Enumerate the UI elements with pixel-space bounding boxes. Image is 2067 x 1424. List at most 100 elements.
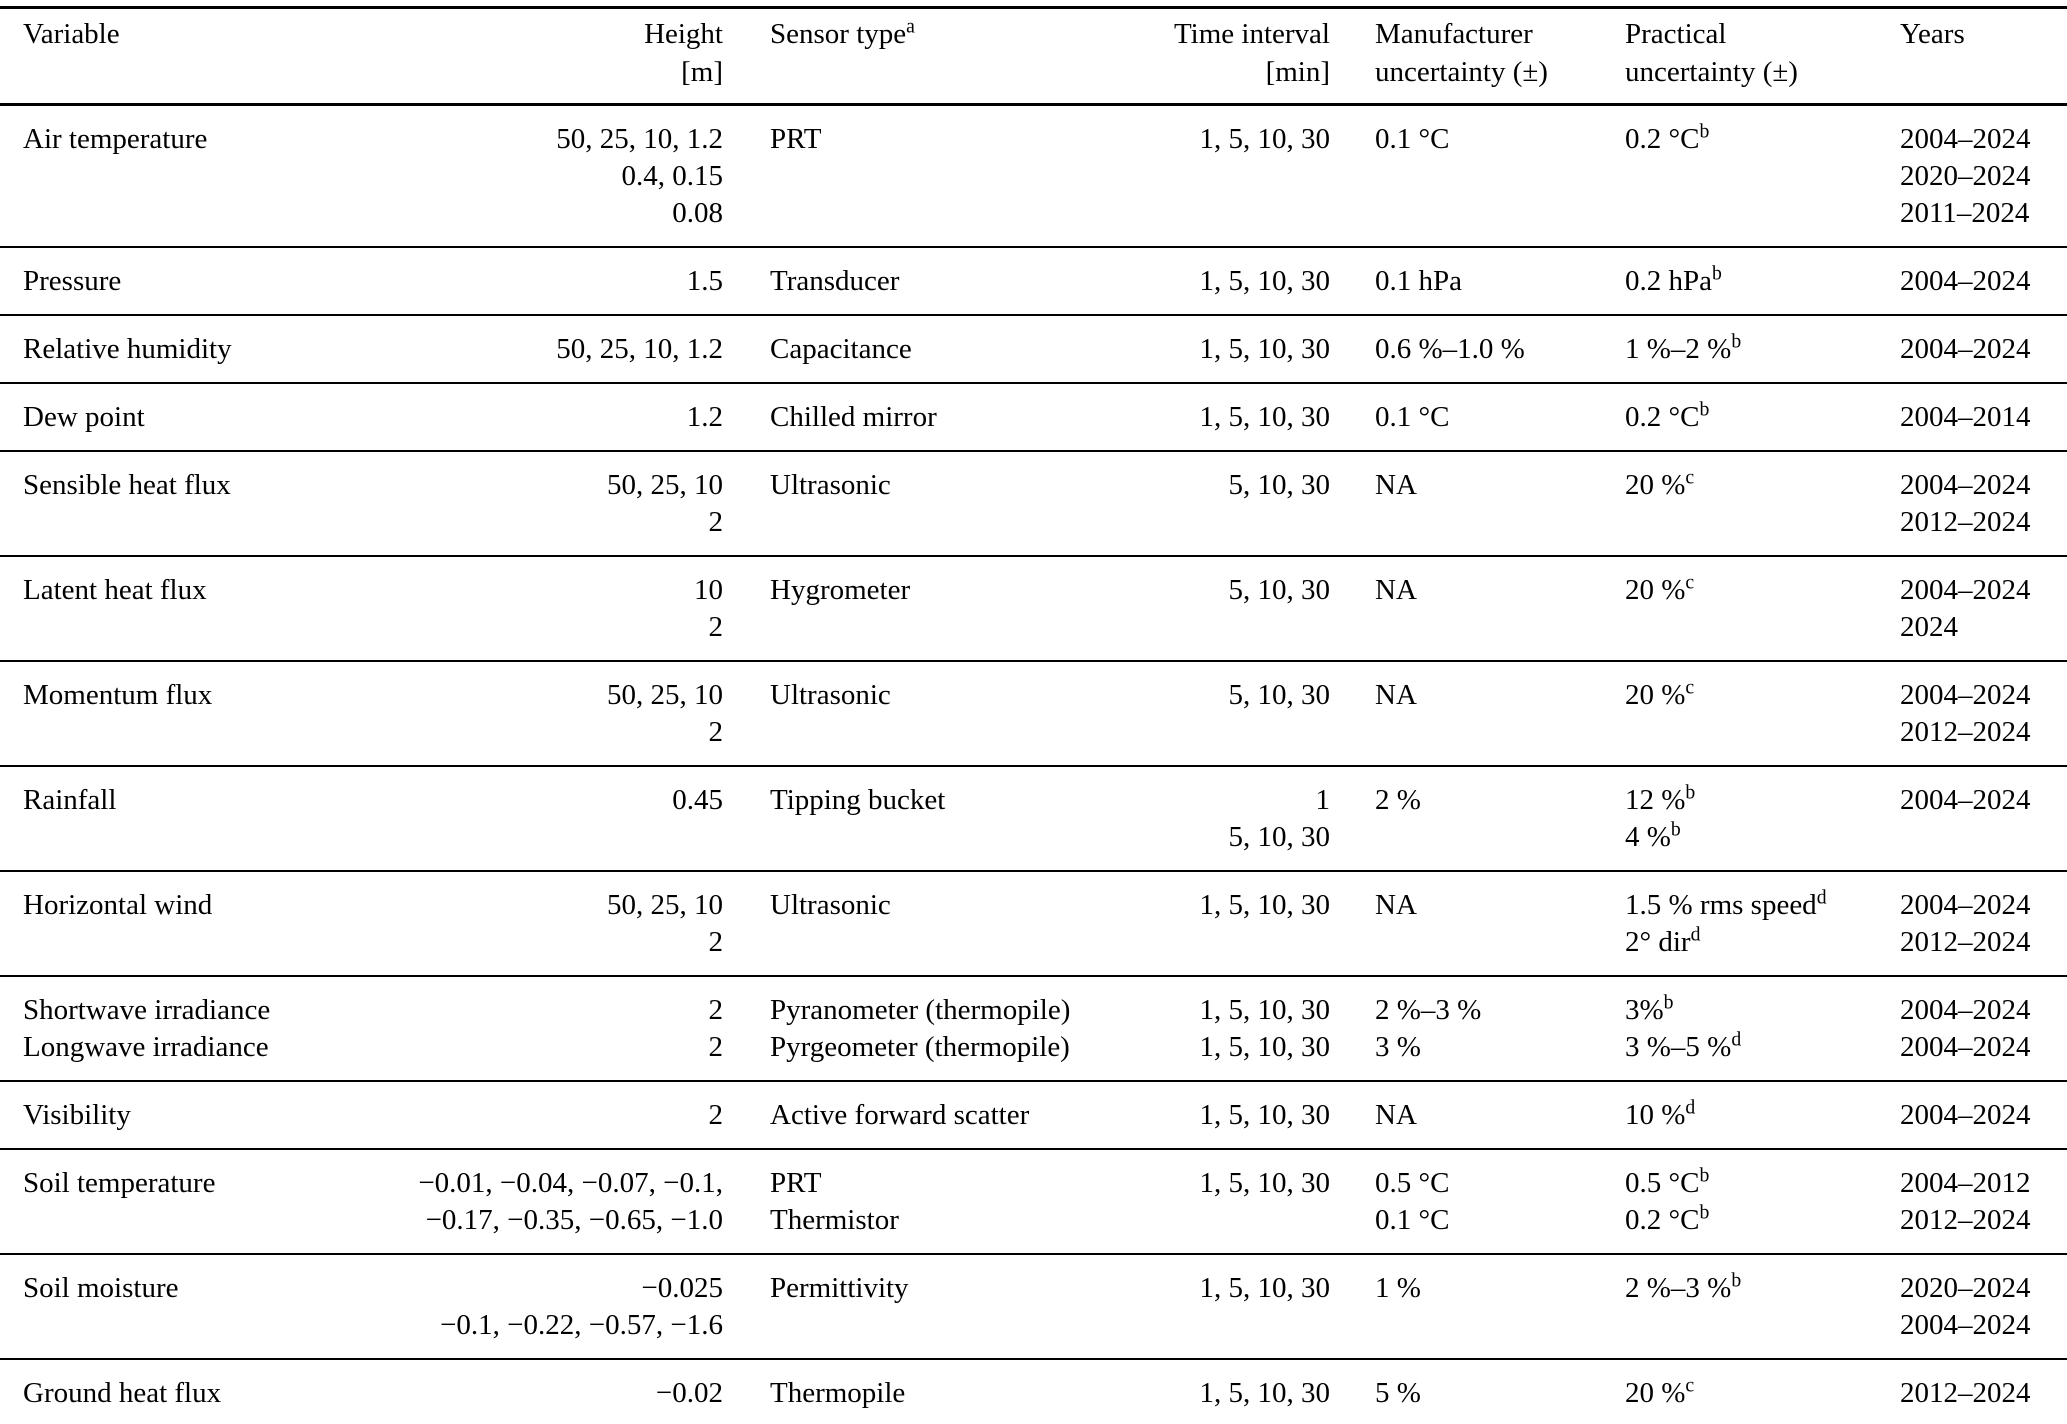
- cell-height: 2: [380, 1081, 725, 1149]
- cell-line: 2: [708, 506, 724, 538]
- cell-interval: 5, 10, 30: [1160, 556, 1332, 661]
- cell-line: Pyrgeometer (thermopile): [770, 1031, 1070, 1063]
- cell-practical: 10 %d: [1625, 1081, 1900, 1149]
- footnote-marker: b: [1699, 1164, 1710, 1187]
- cell-years: 2012–2024: [1900, 1359, 2067, 1424]
- cell-line: 1 %: [1375, 1272, 1421, 1304]
- cell-years: 2004–2024 2020–2024 2011–2024: [1900, 105, 2067, 248]
- cell-line: 2004–2024: [1900, 1031, 2031, 1063]
- cell-line: 50, 25, 10: [607, 679, 723, 711]
- cell-manufacturer: NA: [1332, 661, 1625, 766]
- cell-sensor: Tipping bucket: [725, 766, 1160, 871]
- cell-text: 0.5 °C: [1625, 1167, 1700, 1199]
- cell-line: 2004–2024: [1900, 679, 2031, 711]
- column-header-sensor: Sensor typea: [725, 8, 1160, 105]
- cell-manufacturer: 0.1 hPa: [1332, 247, 1625, 315]
- table-row: Soil temperature −0.01, −0.04, −0.07, −0.…: [0, 1149, 2067, 1254]
- cell-line: Sensible heat flux: [23, 469, 231, 501]
- cell-text: 20 %: [1625, 469, 1686, 501]
- cell-text: 4 %: [1625, 821, 1671, 853]
- header-line: [min]: [1265, 56, 1330, 88]
- cell-line: Ultrasonic: [770, 679, 891, 711]
- cell-height: 1.5: [380, 247, 725, 315]
- cell-variable: Rainfall: [0, 766, 380, 871]
- cell-variable: Relative humidity: [0, 315, 380, 383]
- cell-text: 12 %: [1625, 784, 1686, 816]
- cell-years: 2004–2024 2004–2024: [1900, 976, 2067, 1081]
- cell-line: Soil temperature: [23, 1167, 216, 1199]
- cell-height: −0.02: [380, 1359, 725, 1424]
- cell-variable: Soil moisture: [0, 1254, 380, 1359]
- cell-line: 2004–2024: [1900, 123, 2031, 155]
- cell-variable: Shortwave irradiance Longwave irradiance: [0, 976, 380, 1081]
- cell-line: 1.2: [686, 401, 723, 433]
- cell-line: 0.5 °Cb: [1625, 1165, 1900, 1202]
- cell-line: 0.1 °C: [1375, 401, 1450, 433]
- cell-line: 1, 5, 10, 30: [1199, 889, 1331, 921]
- cell-line: Chilled mirror: [770, 401, 937, 433]
- cell-years: 2004–2024: [1900, 315, 2067, 383]
- cell-height: 50, 25, 10 2: [380, 451, 725, 556]
- footnote-marker: b: [1731, 330, 1742, 353]
- cell-line: 1, 5, 10, 30: [1199, 265, 1331, 297]
- cell-line: 5, 10, 30: [1228, 469, 1331, 501]
- table-row: Horizontal wind 50, 25, 10 2 Ultrasonic 1, 5…: [0, 871, 2067, 976]
- cell-line: 2004–2024: [1900, 994, 2031, 1026]
- header-line: Time interval: [1173, 18, 1330, 50]
- cell-line: Pressure: [23, 265, 122, 297]
- cell-line: 3 %: [1375, 1031, 1421, 1063]
- cell-line: 2 %: [1375, 784, 1421, 816]
- cell-variable: Dew point: [0, 383, 380, 451]
- cell-variable: Momentum flux: [0, 661, 380, 766]
- cell-line: 2004–2014: [1900, 401, 2031, 433]
- cell-interval: 1, 5, 10, 30 1, 5, 10, 30: [1160, 976, 1332, 1081]
- cell-manufacturer: NA: [1332, 451, 1625, 556]
- cell-line: 2004–2024: [1900, 469, 2031, 501]
- cell-line: 20 %c: [1625, 467, 1900, 504]
- cell-practical: 12 %b 4 %b: [1625, 766, 1900, 871]
- cell-line: 2004–2012: [1900, 1167, 2031, 1199]
- cell-interval: 1, 5, 10, 30: [1160, 247, 1332, 315]
- cell-years: 2004–2024: [1900, 766, 2067, 871]
- cell-height: 50, 25, 10 2: [380, 871, 725, 976]
- cell-practical: 0.2 °Cb: [1625, 383, 1900, 451]
- cell-years: 2004–2024: [1900, 1081, 2067, 1149]
- cell-line: 3%b: [1625, 992, 1900, 1029]
- cell-height: 1.2: [380, 383, 725, 451]
- cell-practical: 0.5 °Cb 0.2 °Cb: [1625, 1149, 1900, 1254]
- cell-variable: Soil temperature: [0, 1149, 380, 1254]
- cell-manufacturer: 0.1 °C: [1332, 105, 1625, 248]
- column-header-interval: Time interval [min]: [1160, 8, 1332, 105]
- column-header-variable: Variable: [0, 8, 380, 105]
- cell-line: NA: [1375, 574, 1417, 606]
- cell-sensor: Ultrasonic: [725, 871, 1160, 976]
- cell-manufacturer: 2 %: [1332, 766, 1625, 871]
- cell-line: Transducer: [770, 265, 900, 297]
- table-row: Sensible heat flux 50, 25, 10 2 Ultrasonic 5…: [0, 451, 2067, 556]
- cell-line: 50, 25, 10: [607, 469, 723, 501]
- cell-text: 20 %: [1625, 679, 1686, 711]
- cell-line: Pyranometer (thermopile): [770, 994, 1071, 1026]
- table-row: Relative humidity 50, 25, 10, 1.2 Capacita…: [0, 315, 2067, 383]
- cell-line: 2: [708, 716, 724, 748]
- cell-sensor: Pyranometer (thermopile) Pyrgeometer (the…: [725, 976, 1160, 1081]
- cell-line: 0.2 °Cb: [1625, 121, 1900, 158]
- table-row: Ground heat flux −0.02 Thermopile 1, 5, 10,…: [0, 1359, 2067, 1424]
- cell-variable: Sensible heat flux: [0, 451, 380, 556]
- cell-line: NA: [1375, 679, 1417, 711]
- cell-line: 2: [708, 994, 724, 1026]
- cell-line: Soil moisture: [23, 1272, 179, 1304]
- cell-line: 1 %–2 %b: [1625, 331, 1900, 368]
- cell-sensor: Thermopile: [725, 1359, 1160, 1424]
- cell-text: 10 %: [1625, 1099, 1686, 1131]
- cell-line: 1, 5, 10, 30: [1199, 123, 1331, 155]
- cell-line: 12 %b: [1625, 782, 1900, 819]
- header-row: Variable Height [m] Sensor typea Time interv…: [0, 8, 2067, 105]
- cell-line: 2: [708, 1031, 724, 1063]
- table-row: Shortwave irradiance Longwave irradiance 2…: [0, 976, 2067, 1081]
- cell-sensor: Ultrasonic: [725, 661, 1160, 766]
- cell-line: 0.6 %–1.0 %: [1375, 333, 1525, 365]
- cell-line: 1, 5, 10, 30: [1199, 1031, 1331, 1063]
- header-line: Practical: [1625, 18, 1727, 50]
- cell-practical: 20 %c: [1625, 556, 1900, 661]
